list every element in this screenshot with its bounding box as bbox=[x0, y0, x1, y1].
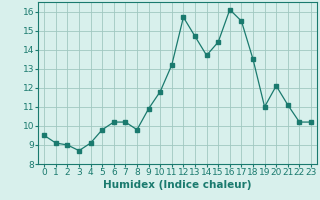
X-axis label: Humidex (Indice chaleur): Humidex (Indice chaleur) bbox=[103, 180, 252, 190]
